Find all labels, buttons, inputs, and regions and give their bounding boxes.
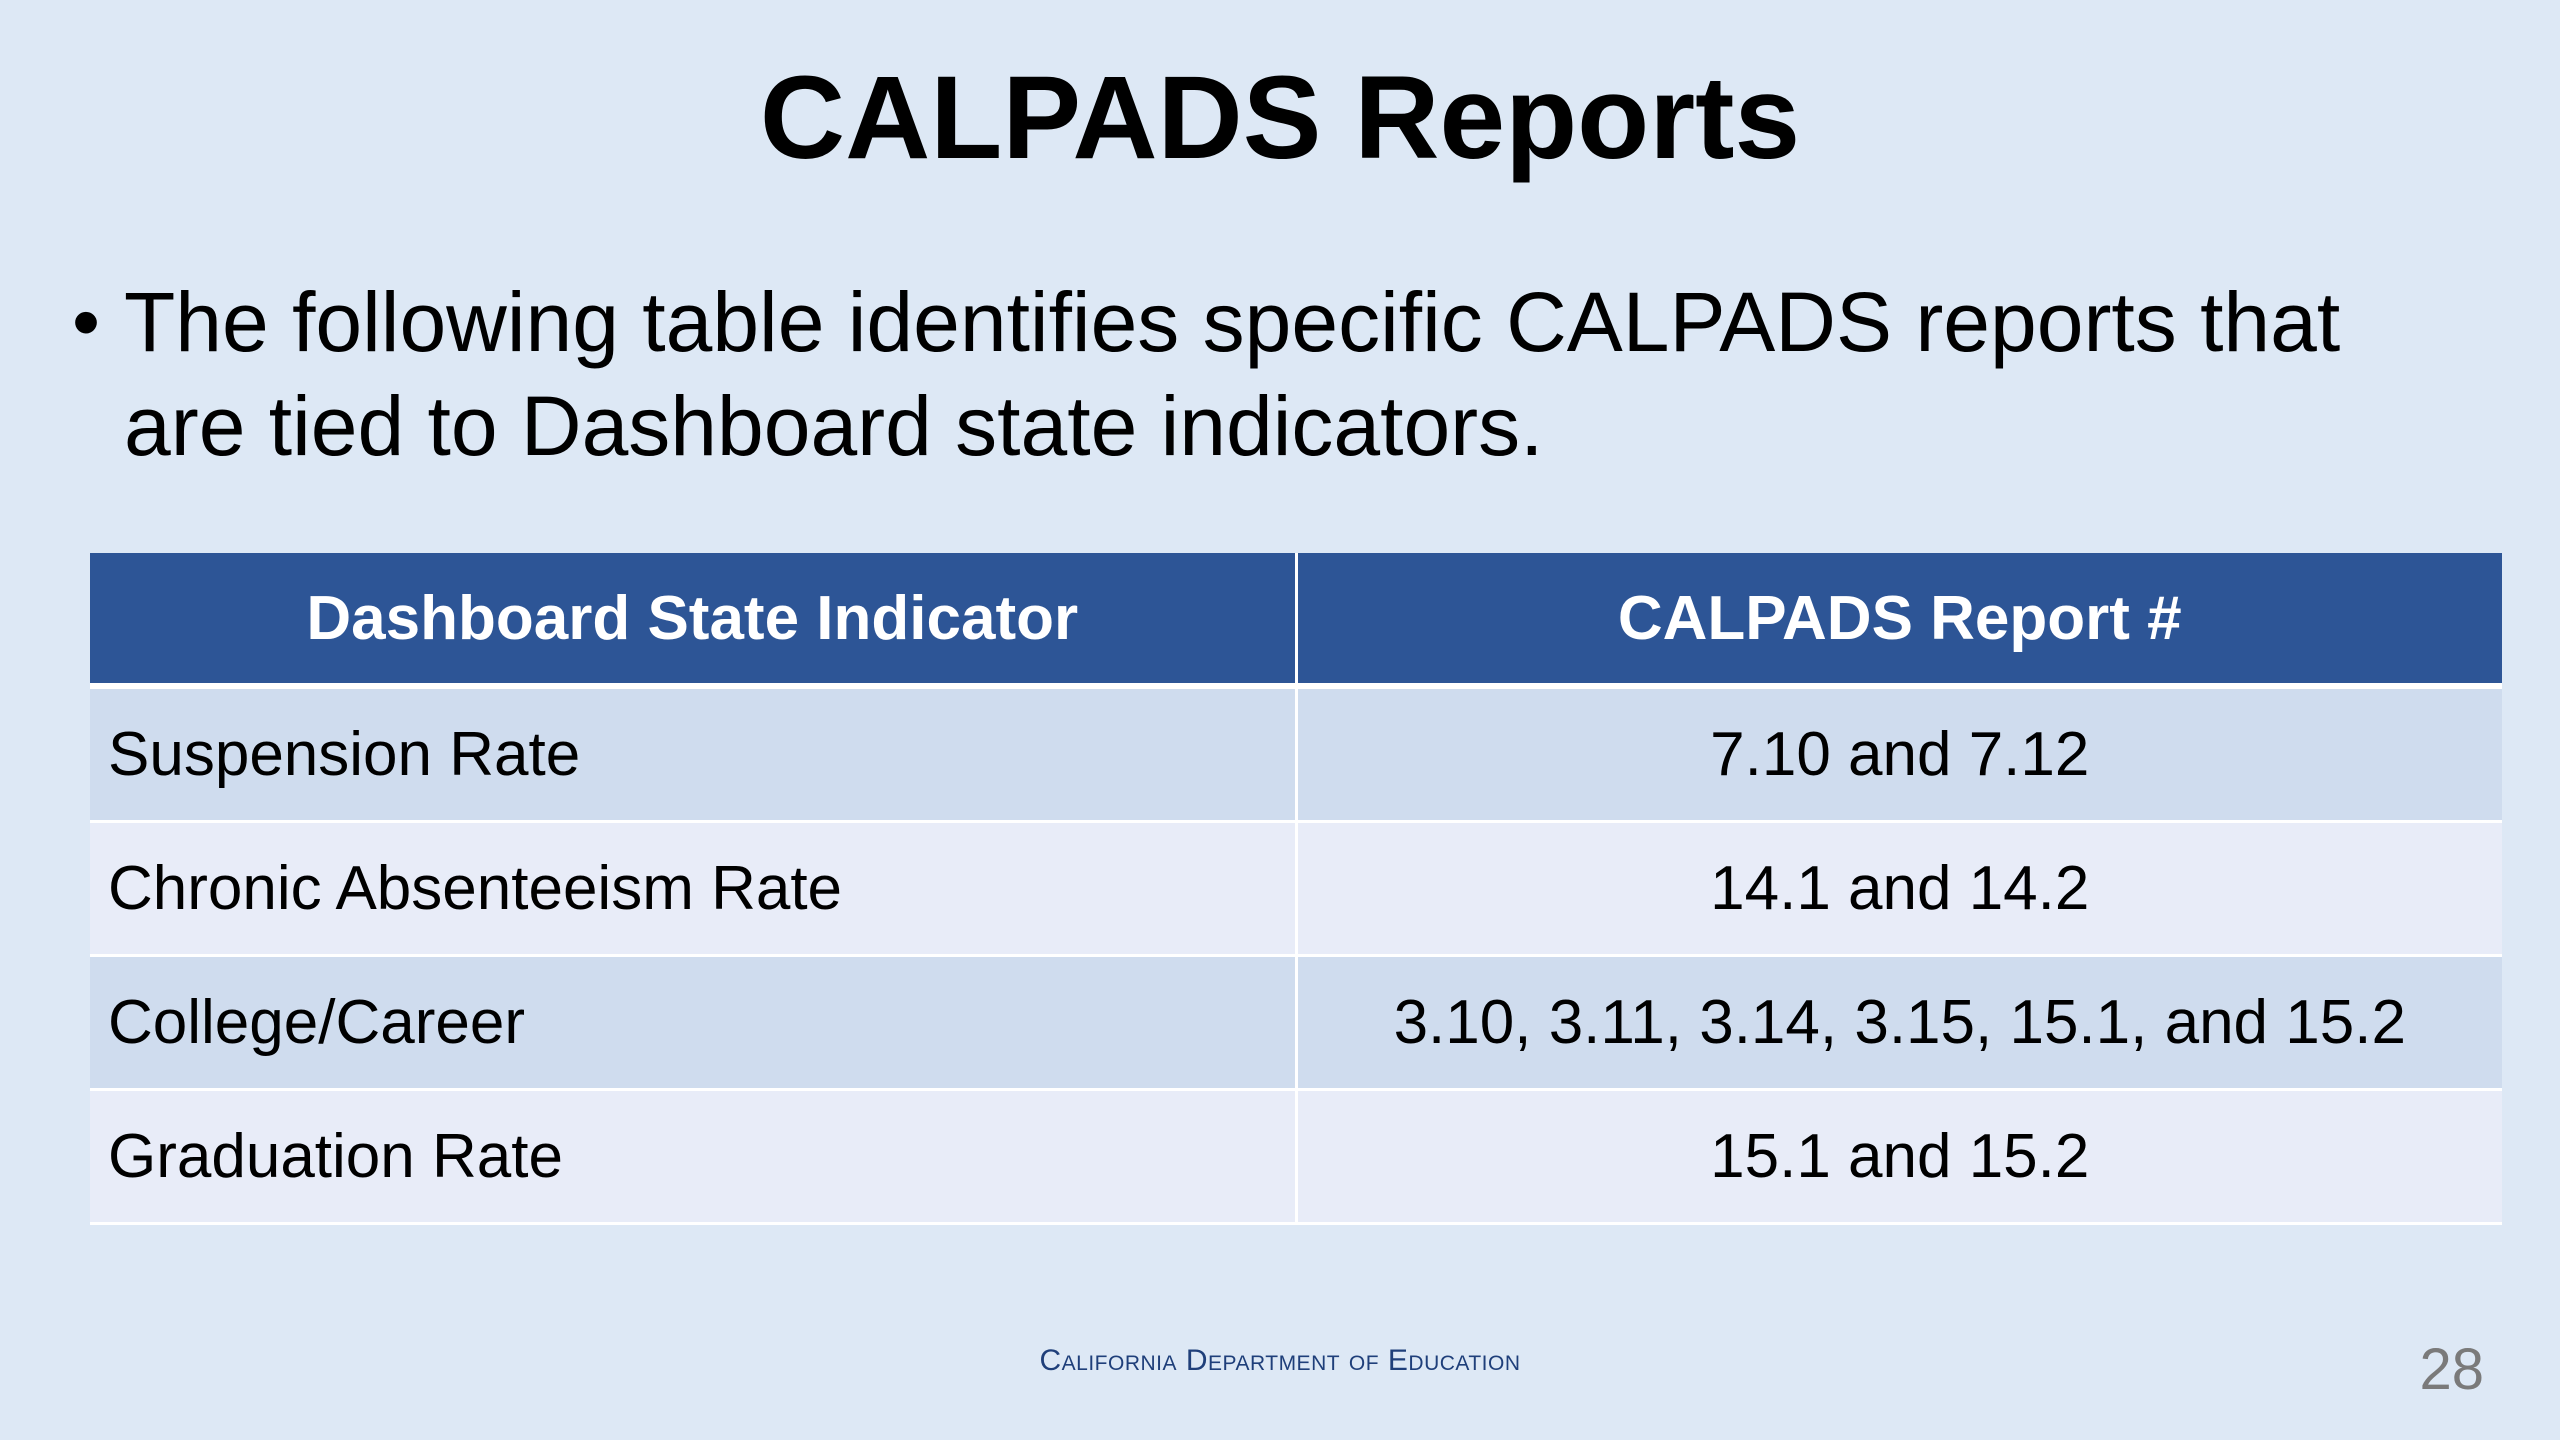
slide-title: CALPADS Reports [759,52,1801,184]
indicator-cell: College/Career [90,955,1298,1091]
bullet-point: • The following table identifies specifi… [72,270,2472,478]
report-cell: 7.10 and 7.12 [1296,686,2502,823]
table-row: Chronic Absenteeism Rate 14.1 and 14.2 [90,821,2502,957]
report-table: Dashboard State Indicator CALPADS Report… [90,553,2502,1225]
report-cell: 14.1 and 14.2 [1296,821,2502,957]
header-indicator: Dashboard State Indicator [90,553,1298,689]
table-header-row: Dashboard State Indicator CALPADS Report… [90,553,2502,689]
header-report-number: CALPADS Report # [1296,553,2502,689]
indicator-cell: Suspension Rate [90,686,1298,823]
footer-organization: California Department of Education [1039,1344,1521,1377]
table-row: Graduation Rate 15.1 and 15.2 [90,1089,2502,1225]
indicator-cell: Chronic Absenteeism Rate [90,821,1298,957]
report-cell: 15.1 and 15.2 [1296,1089,2502,1225]
bullet-marker: • [72,277,101,366]
table-row: College/Career 3.10, 3.11, 3.14, 3.15, 1… [90,955,2502,1091]
table-row: Suspension Rate 7.10 and 7.12 [90,686,2502,823]
indicator-cell: Graduation Rate [90,1089,1298,1225]
report-cell: 3.10, 3.11, 3.14, 3.15, 15.1, and 15.2 [1296,955,2502,1091]
bullet-text: The following table identifies specific … [124,275,2341,473]
page-number: 28 [2419,1337,2484,1402]
